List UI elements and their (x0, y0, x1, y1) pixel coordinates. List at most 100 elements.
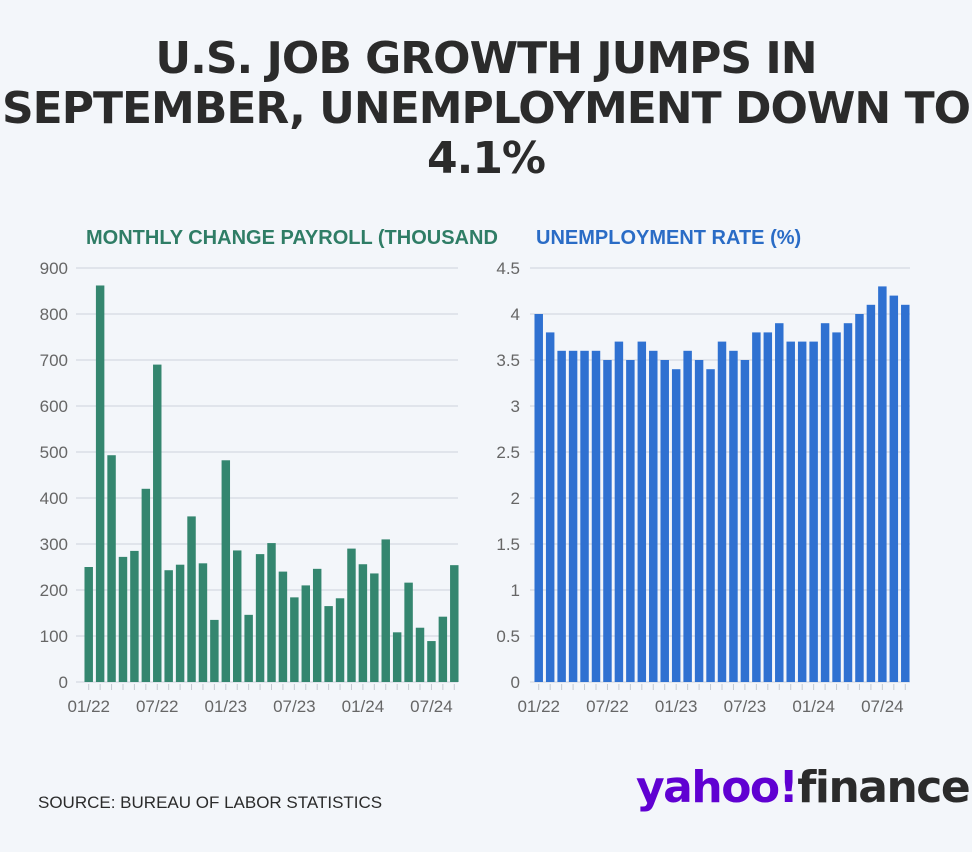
yahoo-finance-logo[interactable]: yahoo!finance (636, 762, 971, 813)
bar-04-23 (255, 554, 265, 682)
y-tick-label: 0 (59, 673, 68, 692)
bar-02-23 (683, 350, 692, 682)
y-tick-label: 0.5 (496, 627, 520, 646)
bar-07-22 (153, 364, 162, 682)
bar-05-24 (855, 314, 864, 682)
bar-01-23 (221, 460, 231, 682)
y-tick-label: 100 (40, 627, 68, 646)
payroll-chart-title: MONTHLY CHANGE PAYROLL (THOUSANDS) (86, 227, 498, 249)
bar-02-22 (95, 285, 105, 682)
bar-09-23 (312, 568, 322, 682)
x-tick-label: 07/23 (273, 697, 316, 716)
y-tick-label: 500 (40, 443, 68, 462)
bar-04-22 (568, 350, 578, 682)
bar-08-24 (889, 295, 899, 682)
source-note: SOURCE: BUREAU OF LABOR STATISTICS (38, 793, 383, 812)
bar-11-23 (335, 598, 345, 682)
bar-10-23 (324, 606, 333, 682)
bar-12-23 (347, 548, 356, 682)
bar-03-23 (694, 360, 704, 682)
bar-11-23 (786, 341, 795, 682)
bar-10-23 (775, 323, 784, 682)
bar-12-22 (210, 619, 219, 682)
bar-05-22 (580, 350, 589, 682)
bar-03-24 (832, 332, 841, 682)
x-tick-label: 01/22 (67, 697, 110, 716)
x-tick-label: 01/23 (655, 697, 698, 716)
bar-03-24 (381, 539, 390, 682)
y-tick-label: 800 (40, 305, 68, 324)
bar-10-22 (187, 516, 196, 682)
bar-09-22 (626, 360, 635, 682)
y-tick-label: 1.5 (496, 535, 520, 554)
bar-01-22 (84, 567, 93, 682)
bar-05-24 (404, 582, 413, 682)
bar-02-23 (233, 550, 242, 682)
bar-03-22 (107, 455, 116, 682)
bar-06-24 (415, 627, 425, 682)
x-tick-label: 01/24 (342, 697, 385, 716)
bar-01-24 (809, 341, 818, 682)
bar-03-22 (557, 350, 566, 682)
y-tick-label: 3 (511, 397, 520, 416)
bar-05-22 (130, 550, 139, 682)
bar-11-22 (649, 350, 658, 682)
logo-finance: finance (797, 762, 971, 813)
bar-08-24 (438, 616, 448, 682)
bar-01-23 (671, 369, 681, 682)
bar-06-23 (729, 350, 738, 682)
y-tick-label: 400 (40, 489, 68, 508)
bar-12-23 (797, 341, 807, 682)
bar-01-22 (534, 314, 543, 682)
bar-11-22 (198, 563, 208, 682)
bar-05-23 (717, 341, 727, 682)
bar-02-24 (820, 323, 830, 682)
y-tick-label: 4.5 (496, 259, 520, 278)
x-tick-label: 01/23 (205, 697, 248, 716)
bar-06-24 (866, 304, 876, 682)
y-tick-label: 2 (511, 489, 520, 508)
bar-08-23 (301, 585, 310, 682)
headline: U.S. JOB GROWTH JUMPS IN SEPTEMBER, UNEM… (1, 33, 971, 184)
y-tick-label: 900 (40, 259, 68, 278)
bar-09-23 (763, 332, 773, 682)
x-tick-label: 01/24 (792, 697, 835, 716)
y-tick-label: 700 (40, 351, 68, 370)
unemployment-chart-title: UNEMPLOYMENT RATE (%) (536, 227, 802, 249)
bar-06-22 (141, 488, 151, 682)
bar-07-22 (603, 360, 612, 682)
bar-08-22 (614, 341, 624, 682)
y-tick-label: 4 (511, 305, 520, 324)
bar-09-22 (175, 564, 185, 682)
bar-09-24 (450, 565, 459, 682)
x-tick-label: 07/23 (724, 697, 767, 716)
bar-06-23 (278, 571, 288, 682)
logo-yahoo: yahoo! (636, 762, 799, 813)
bar-04-23 (706, 369, 715, 682)
y-tick-label: 300 (40, 535, 68, 554)
bar-08-23 (752, 332, 761, 682)
x-tick-label: 07/24 (861, 697, 904, 716)
bar-07-23 (290, 597, 299, 682)
y-tick-label: 600 (40, 397, 68, 416)
x-tick-label: 07/22 (586, 697, 629, 716)
x-tick-label: 07/24 (410, 697, 453, 716)
bar-02-24 (370, 573, 379, 682)
bar-07-23 (740, 360, 750, 682)
bar-04-24 (392, 632, 402, 682)
y-tick-label: 0 (511, 673, 520, 692)
bar-08-22 (164, 570, 173, 682)
x-tick-label: 07/22 (136, 697, 179, 716)
bar-09-24 (901, 304, 910, 682)
y-tick-label: 3.5 (496, 351, 520, 370)
bar-10-22 (637, 341, 647, 682)
bar-06-22 (591, 350, 601, 682)
bar-01-24 (358, 564, 368, 682)
bar-05-23 (267, 543, 276, 682)
y-tick-label: 2.5 (496, 443, 520, 462)
bar-07-24 (427, 641, 436, 682)
bar-12-22 (660, 360, 669, 682)
bar-03-23 (244, 614, 253, 682)
y-tick-label: 200 (40, 581, 68, 600)
